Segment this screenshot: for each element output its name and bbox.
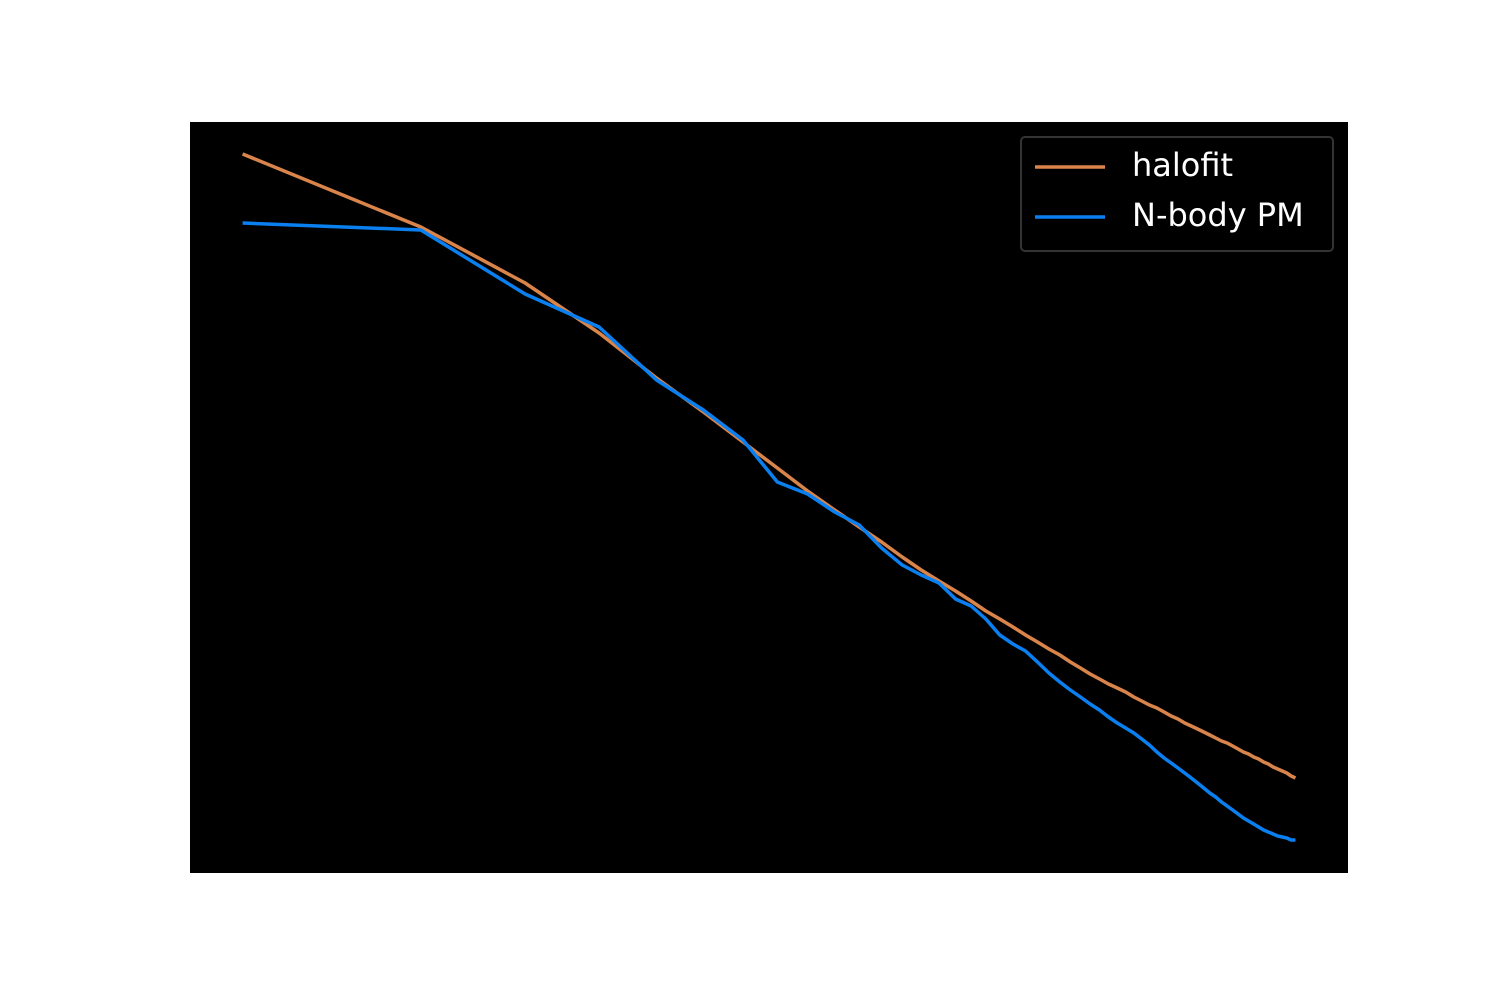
plot-layer (241, 152, 1297, 842)
legend-label: halofit (1132, 146, 1233, 184)
legend: halofit N-body PM (1020, 136, 1334, 252)
series-line (242, 221, 1296, 842)
legend-label: N-body PM (1132, 196, 1304, 234)
